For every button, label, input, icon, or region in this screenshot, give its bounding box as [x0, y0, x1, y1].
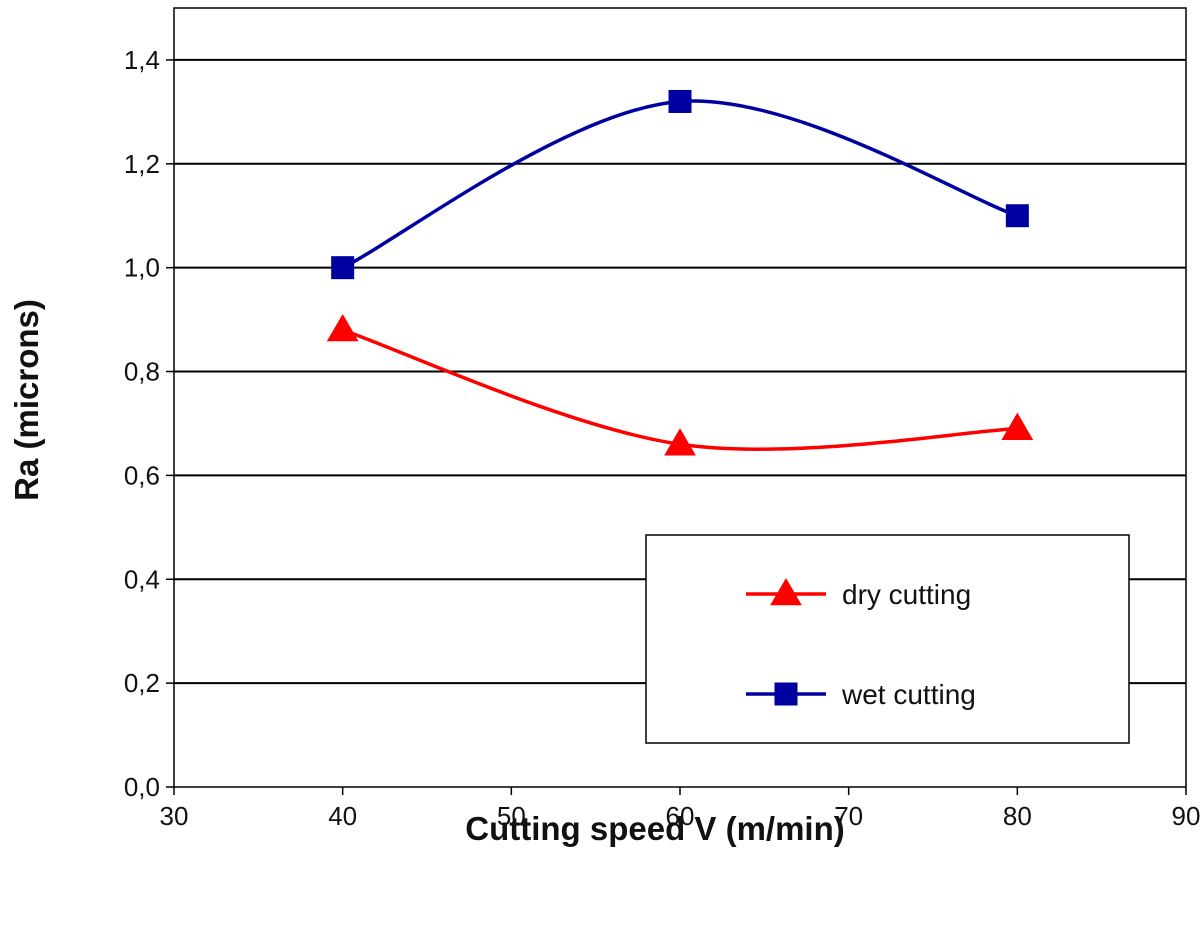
x-axis-ticks: 30 40 50 60 70 80 90 [160, 787, 1200, 831]
wet-cutting-legend-label: wet cutting [841, 679, 976, 710]
x-tick-label: 50 [497, 801, 526, 831]
y-axis-title: Ra (microns) [8, 299, 45, 501]
wet-cutting-point [331, 256, 355, 280]
wet-cutting-series [331, 89, 1029, 280]
y-tick-label: 1,0 [124, 253, 160, 283]
legend: dry cutting wet cutting [645, 534, 1130, 744]
dry-cutting-point [664, 428, 696, 456]
wet-cutting-point [668, 89, 692, 113]
dry-cutting-series [326, 313, 1034, 456]
dry-cutting-point [1001, 412, 1034, 440]
x-tick-label: 40 [328, 801, 357, 831]
y-tick-label: 0,6 [124, 460, 160, 490]
dry-cutting-legend-marker [770, 578, 802, 606]
x-tick-label: 80 [1003, 801, 1032, 831]
y-tick-label: 0,8 [124, 357, 160, 387]
legend-box [645, 534, 1130, 744]
y-tick-label: 0,0 [124, 772, 160, 802]
y-tick-label: 0,4 [124, 564, 160, 594]
dry-cutting-legend-label: dry cutting [842, 579, 971, 610]
x-tick-label: 30 [160, 801, 189, 831]
x-tick-label: 90 [1172, 801, 1200, 831]
series-group [326, 89, 1034, 456]
x-tick-label: 70 [834, 801, 863, 831]
y-tick-label: 1,4 [124, 45, 160, 75]
wet-cutting-point [1005, 204, 1029, 228]
wet-cutting-legend-marker [774, 682, 798, 706]
y-tick-label: 0,2 [124, 668, 160, 698]
dry-cutting-point [326, 313, 359, 342]
x-tick-label: 60 [666, 801, 695, 831]
x-axis-title: Cutting speed V (m/min) [465, 810, 845, 847]
y-tick-label: 1,2 [124, 149, 160, 179]
y-axis-ticks: 0,0 0,2 0,4 0,6 0,8 1,0 1,2 1,4 [124, 45, 174, 802]
